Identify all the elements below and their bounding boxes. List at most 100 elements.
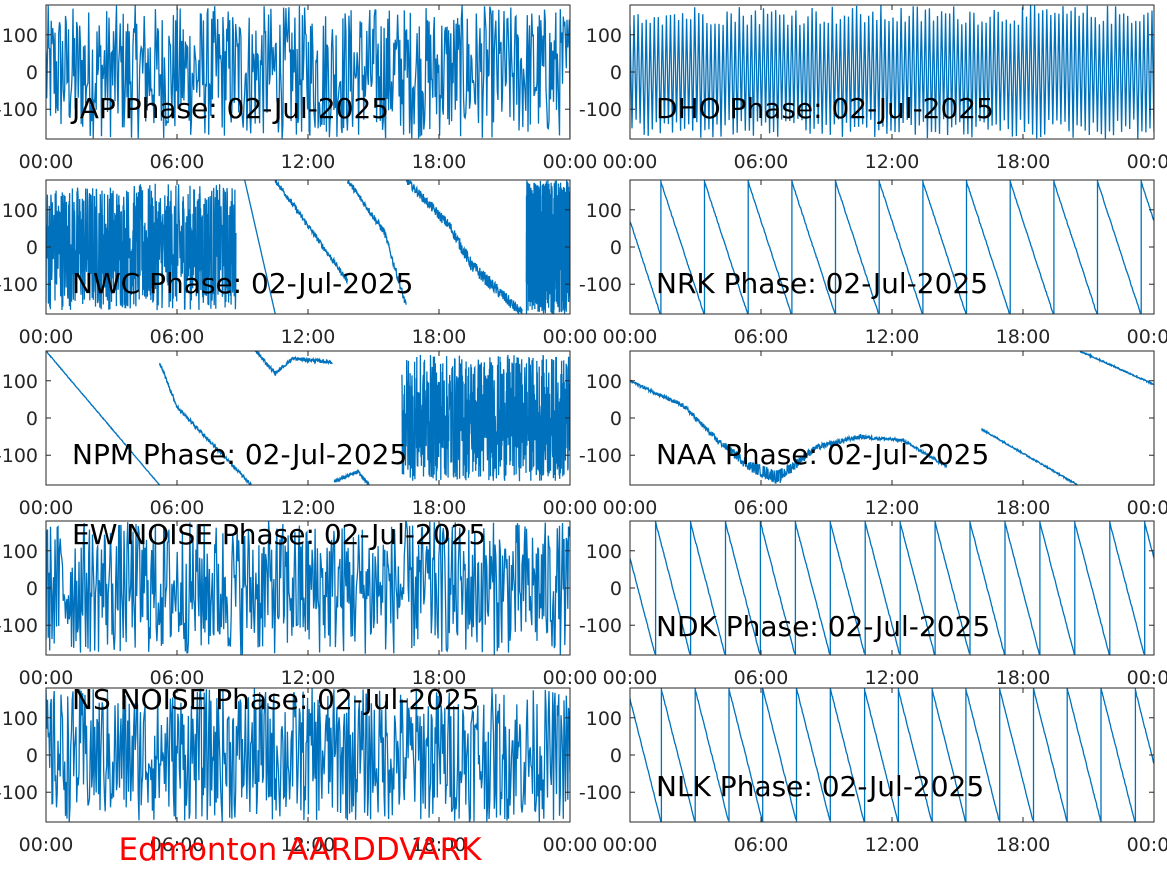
series-line-1: [1053, 180, 1098, 314]
y-tick-label: 100: [2, 371, 38, 393]
panel-4: 100 0 -100 00:00 06:00 12:00 18:00 00:00 NRK Pha…: [579, 179, 1167, 348]
x-tick-label: 18:00: [996, 326, 1051, 348]
x-tick-label: 00:00: [19, 834, 74, 856]
y-tick-label: -100: [0, 99, 38, 121]
series-line-1: [1074, 521, 1110, 655]
x-tick-label: 06:00: [734, 667, 789, 689]
x-tick-label: 00:00: [19, 326, 74, 348]
series-line-1: [654, 521, 691, 655]
y-tick-label: 100: [2, 200, 38, 222]
panel-8: 100 0 -100 00:00 06:00 12:00 18:00 00:00 NDK Pha…: [579, 520, 1167, 689]
series-line-1: [759, 521, 796, 655]
x-tick-label: 00:00: [603, 667, 658, 689]
panel-3: 100 0 -100 00:00 06:00 12:00 18:00 00:00 NWC Pha…: [0, 179, 598, 348]
y-tick-label: 100: [586, 708, 622, 730]
y-tick-label: 0: [26, 408, 38, 430]
panel-title: NS NOISE Phase: 02-Jul-2025: [72, 683, 480, 716]
panel-7: 100 0 -100 00:00 06:00 12:00 18:00 00:00 EW NOIS…: [0, 518, 597, 689]
x-tick-label: 18:00: [412, 326, 467, 348]
y-tick-label: 100: [586, 371, 622, 393]
series-line-2: [980, 428, 1078, 485]
panel-6: 100 0 -100 00:00 06:00 12:00 18:00 00:00 NAA Pha…: [579, 350, 1167, 519]
series-group: [46, 521, 570, 655]
series-line-4: [347, 180, 407, 305]
series-line-1: [660, 180, 705, 314]
y-tick-label: 0: [610, 62, 622, 84]
series-line-1: [46, 688, 570, 822]
x-tick-label: 00:00: [543, 834, 598, 856]
series-group: [630, 521, 1154, 655]
series-line-1: [630, 558, 656, 655]
series-line-3: [1079, 351, 1154, 386]
y-tick-label: -100: [579, 782, 622, 804]
y-tick-label: 0: [610, 408, 622, 430]
series-line-1: [965, 180, 1011, 314]
x-tick-label: 06:00: [734, 326, 789, 348]
series-line-1: [1004, 521, 1040, 655]
series-line-1: [630, 379, 948, 484]
series-line-1: [829, 688, 865, 822]
x-tick-label: 00:00: [19, 667, 74, 689]
series-line-1: [922, 180, 967, 314]
series-line-1: [1032, 688, 1068, 822]
x-tick-label: 06:00: [150, 151, 205, 173]
series-line-2: [244, 180, 276, 314]
x-tick-label: 12:00: [865, 497, 920, 519]
series-line-3: [254, 351, 333, 377]
y-tick-label: 100: [2, 541, 38, 563]
x-tick-label: 00:00: [603, 326, 658, 348]
x-tick-label: 00:00: [19, 497, 74, 519]
series-line-1: [899, 521, 936, 655]
series-line-1: [46, 5, 570, 139]
series-line-1: [46, 183, 237, 311]
panel-title: JAP Phase: 02-Jul-2025: [70, 92, 389, 125]
series-line-1: [1039, 521, 1075, 655]
x-tick-label: 00:00: [1127, 326, 1167, 348]
series-line-1: [1109, 521, 1145, 655]
panel-title: NRK Phase: 02-Jul-2025: [656, 267, 988, 300]
x-tick-label: 12:00: [865, 834, 920, 856]
series-line-1: [694, 688, 730, 822]
series-line-1: [1100, 688, 1136, 822]
y-tick-label: -100: [579, 99, 622, 121]
x-tick-label: 06:00: [150, 326, 205, 348]
series-line-1: [46, 521, 570, 655]
x-tick-label: 00:00: [543, 151, 598, 173]
series-line-6: [525, 180, 570, 314]
x-tick-label: 00:00: [543, 497, 598, 519]
series-line-1: [1066, 688, 1102, 822]
series-group: [630, 351, 1154, 485]
panel-title: NWC Phase: 02-Jul-2025: [72, 267, 413, 300]
series-line-1: [897, 688, 933, 822]
series-group: [630, 5, 1154, 139]
y-tick-label: 0: [26, 237, 38, 259]
x-tick-label: 00:00: [603, 834, 658, 856]
y-tick-label: 0: [610, 237, 622, 259]
panel-title: EW NOISE Phase: 02-Jul-2025: [72, 518, 486, 551]
y-tick-label: 0: [610, 745, 622, 767]
series-group: [46, 180, 570, 314]
x-tick-label: 18:00: [996, 667, 1051, 689]
y-tick-label: -100: [579, 615, 622, 637]
x-tick-label: 18:00: [412, 834, 467, 856]
panel-5: 100 0 -100 00:00 06:00 12:00 18:00 00:00 NPM Pha…: [0, 350, 598, 519]
x-tick-label: 00:00: [543, 326, 598, 348]
panel-title: NDK Phase: 02-Jul-2025: [656, 610, 990, 643]
x-tick-label: 00:00: [1127, 497, 1167, 519]
series-line-5: [405, 180, 523, 314]
series-line-1: [630, 5, 1154, 139]
x-tick-label: 18:00: [412, 497, 467, 519]
x-tick-label: 18:00: [996, 834, 1051, 856]
series-line-1: [728, 688, 763, 822]
y-tick-label: 100: [586, 200, 622, 222]
x-tick-label: 00:00: [603, 151, 658, 173]
x-tick-label: 06:00: [734, 497, 789, 519]
panel-2: 100 0 -100 00:00 06:00 12:00 18:00 00:00 DHO Pha…: [579, 4, 1167, 173]
series-line-1: [878, 180, 923, 314]
y-tick-label: 100: [586, 25, 622, 47]
series-line-3: [274, 180, 348, 285]
y-tick-label: -100: [0, 615, 38, 637]
series-line-1: [703, 180, 749, 314]
panel-title: NLK Phase: 02-Jul-2025: [656, 770, 984, 803]
panel-title: NAA Phase: 02-Jul-2025: [656, 438, 989, 471]
